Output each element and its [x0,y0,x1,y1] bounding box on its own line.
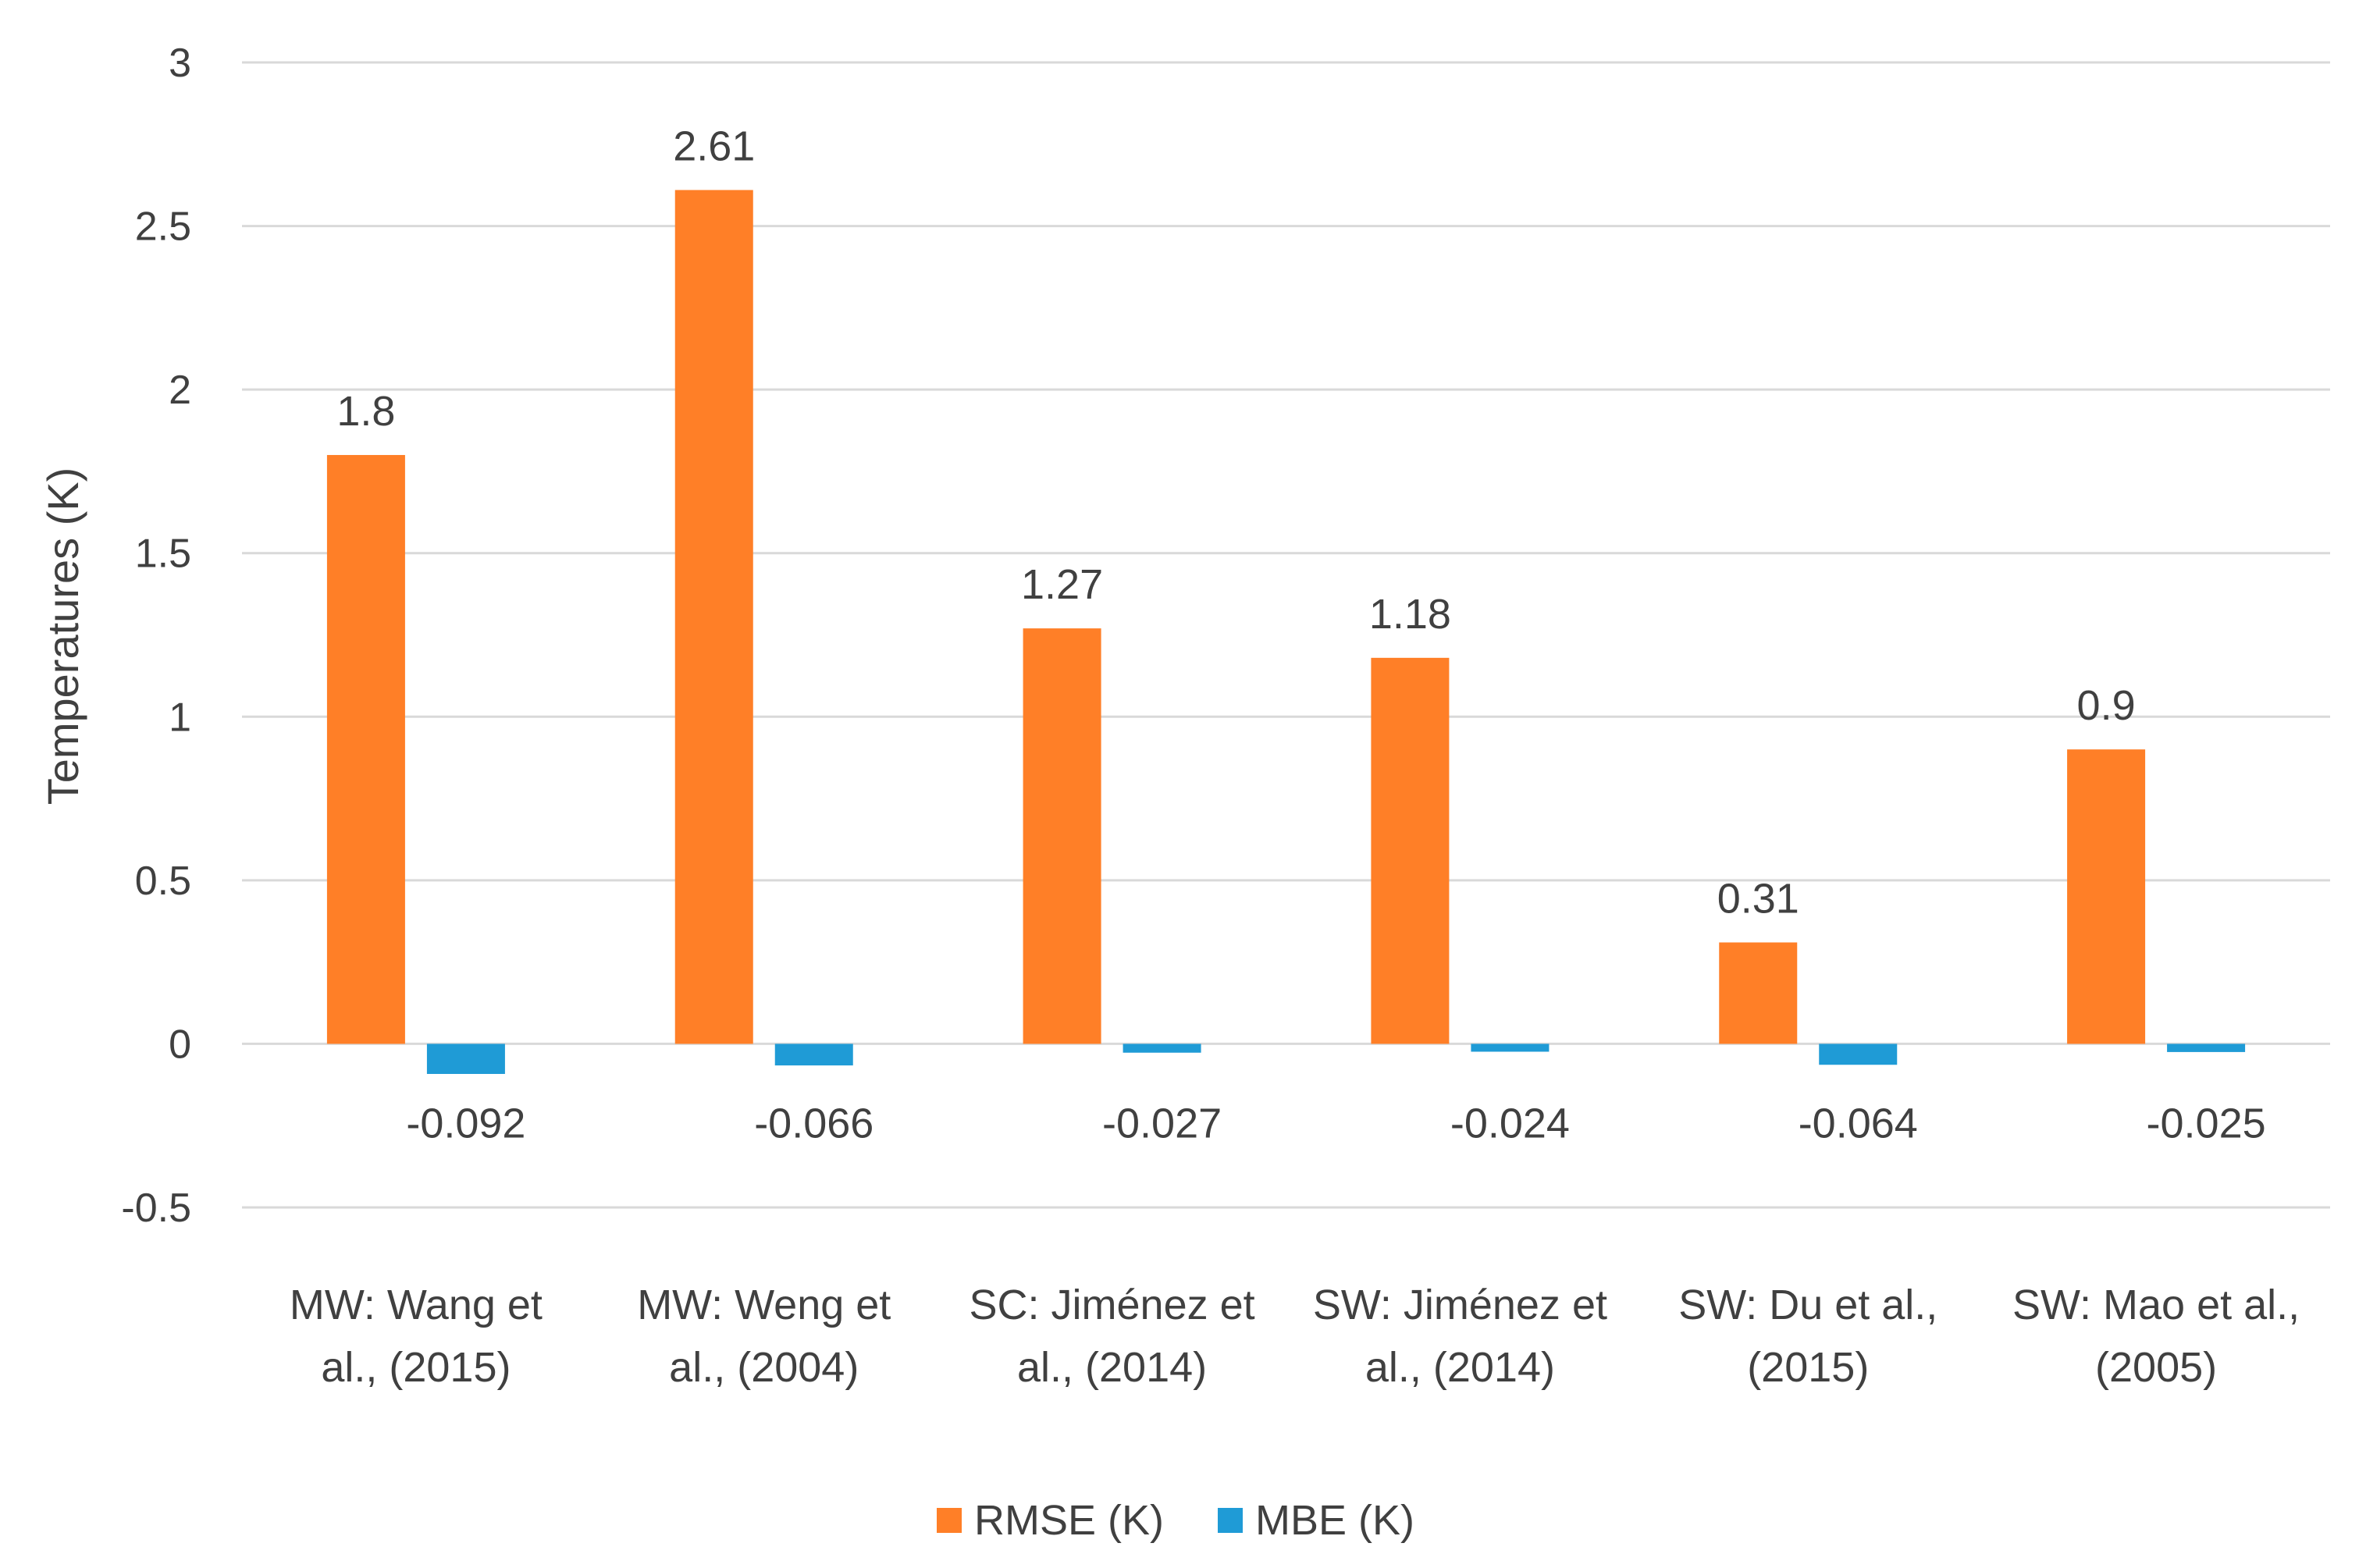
x-category-label: al., (2015) [321,1344,511,1391]
rmse-data-label: 1.18 [1369,591,1451,638]
x-category-label: al., (2014) [1365,1344,1555,1391]
x-category-label: MW: Weng et [637,1282,891,1328]
mbe-bar [1123,1044,1201,1053]
y-tick-label: 3 [169,41,191,86]
y-tick-label: 2.5 [135,204,191,250]
gridlines [242,61,2330,1209]
x-category-label: (2015) [1747,1344,1869,1391]
mbe-data-label: -0.092 [406,1100,525,1147]
x-category-label: MW: Wang et [290,1282,543,1328]
y-tick-label: 1 [169,695,191,740]
x-category-label: SC: Jiménez et [970,1282,1255,1328]
mbe-bar [1471,1044,1550,1052]
y-tick-label: 2 [169,368,191,413]
mbe-data-label: -0.064 [1799,1100,1918,1147]
x-category-label: SW: Du et al., [1678,1282,1937,1328]
rmse-bar [1719,942,1798,1044]
mbe-bar [426,1044,505,1074]
mbe-data-label: -0.025 [2147,1100,2266,1147]
rmse-data-label: 2.61 [673,123,755,169]
x-category-label: SW: Jiménez et [1313,1282,1607,1328]
y-tick-label: 0.5 [135,859,191,904]
x-category-label: al., (2014) [1017,1344,1207,1391]
legend-label-mbe: MBE (K) [1255,1497,1414,1544]
x-category-label: al., (2004) [669,1344,859,1391]
rmse-data-label: 1.27 [1021,561,1103,608]
mbe-bar [1819,1044,1898,1065]
legend: RMSE (K) MBE (K) [937,1497,1414,1544]
legend-swatch-mbe [1218,1508,1243,1533]
y-tick-label: 0 [169,1022,191,1067]
y-axis-title: Temperatures (K) [38,468,87,805]
x-category-label: (2005) [2095,1344,2217,1391]
rmse-bar [1371,657,1450,1044]
legend-label-rmse: RMSE (K) [974,1497,1164,1544]
y-tick-label: 1.5 [135,532,191,577]
mbe-data-label: -0.027 [1102,1100,1222,1147]
rmse-bar [2067,749,2146,1044]
mbe-data-label: -0.024 [1450,1100,1570,1147]
rmse-data-label: 0.9 [2077,682,2136,729]
y-axis-ticks: 3 2.5 2 1.5 1 0.5 0 -0.5 [121,41,191,1231]
rmse-bar [674,190,753,1044]
rmse-bar [326,454,405,1044]
data-labels: 1.8 -0.092 2.61 -0.066 1.27 -0.027 1.18 -0.024 0… [336,123,2265,1147]
rmse-data-label: 0.31 [1717,875,1799,922]
bars [326,190,2246,1074]
mbe-data-label: -0.066 [754,1100,874,1147]
legend-swatch-rmse [937,1508,962,1533]
x-axis-categories: MW: Wang et al., (2015) MW: Weng et al., (2… [290,1282,2300,1391]
mbe-bar [2167,1044,2246,1052]
y-tick-label: -0.5 [121,1186,191,1231]
x-category-label: SW: Mao et al., [2012,1282,2300,1328]
mbe-bar [774,1044,853,1066]
rmse-data-label: 1.8 [336,388,395,435]
rmse-bar [1023,628,1101,1044]
